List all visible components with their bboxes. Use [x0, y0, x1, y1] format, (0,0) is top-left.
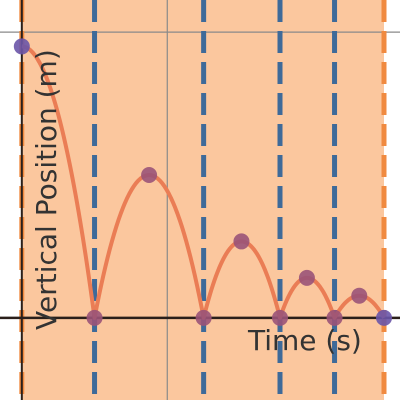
data-point-1	[13, 38, 30, 55]
x-axis-label: Time (s)	[247, 324, 362, 357]
data-point-2	[86, 309, 103, 326]
points-layer	[13, 38, 392, 326]
data-point-10	[376, 309, 392, 326]
data-point-7	[298, 269, 315, 286]
data-point-3	[141, 167, 158, 183]
y-axis-label: Vertical Position (m)	[30, 49, 63, 330]
data-point-5	[233, 233, 250, 250]
data-point-6	[272, 309, 288, 326]
data-point-9	[351, 287, 368, 304]
data-point-8	[326, 309, 343, 326]
data-point-4	[195, 309, 212, 326]
